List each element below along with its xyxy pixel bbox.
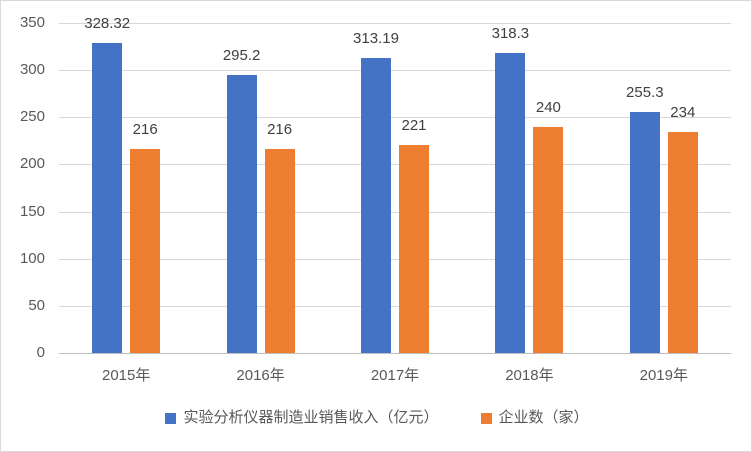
gridline-y-150 — [59, 211, 731, 213]
bar-series-1-2015年 — [130, 149, 161, 353]
y-axis-tick-label-100: 100 — [19, 249, 45, 267]
bar-series-0-2016年 — [226, 74, 257, 353]
bar-series-0-2018年 — [495, 52, 526, 353]
bar-series-1-2017年 — [399, 144, 429, 353]
gridline-y-50 — [59, 305, 731, 307]
value-label-series-1-2015年: 216 — [132, 121, 158, 139]
legend-label-company-count: 企业数（家） — [498, 409, 589, 426]
legend-item-company-count: 企业数（家） — [480, 408, 589, 428]
x-axis-line — [59, 353, 731, 354]
y-axis-tick-label-150: 150 — [19, 202, 45, 220]
value-label-series-0-2017年: 313.19 — [353, 29, 399, 47]
chart-legend: 实验分析仪器制造业销售收入（亿元） 企业数（家） — [1, 408, 751, 428]
company-count-legend-swatch-icon — [480, 412, 492, 424]
value-label-series-0-2019年: 255.3 — [626, 84, 664, 102]
bar-series-1-2016年 — [264, 149, 295, 353]
y-axis-tick-label-0: 0 — [36, 344, 45, 361]
legend-label-sales-revenue: 实验分析仪器制造业销售收入（亿元） — [183, 409, 439, 426]
value-label-series-1-2018年: 240 — [535, 98, 561, 116]
value-label-series-1-2019年: 234 — [670, 104, 696, 122]
value-label-series-0-2018年: 318.3 — [491, 24, 530, 42]
y-axis-tick-label-200: 200 — [19, 155, 45, 173]
legend-item-sales-revenue: 实验分析仪器制造业销售收入（亿元） — [165, 408, 439, 428]
y-axis-tick-label-250: 250 — [19, 108, 45, 126]
x-axis-tick-label-2019年: 2019年 — [639, 367, 688, 384]
x-axis-tick-label-2016年: 2016年 — [236, 367, 285, 384]
value-label-series-0-2016年: 295.2 — [222, 46, 261, 64]
gridline-y-350 — [59, 23, 731, 24]
value-label-series-1-2016年: 216 — [267, 121, 293, 139]
sales-revenue-legend-swatch-icon — [165, 412, 177, 424]
bar-series-1-2019年 — [667, 132, 698, 353]
bar-series-0-2017年 — [361, 57, 391, 353]
value-label-series-1-2017年: 221 — [401, 116, 427, 134]
y-axis-tick-label-300: 300 — [19, 61, 45, 79]
x-axis-tick-label-2017年: 2017年 — [370, 367, 420, 384]
gridline-y-100 — [59, 258, 731, 260]
bar-series-1-2018年 — [533, 126, 564, 353]
x-axis-tick-label-2015年: 2015年 — [102, 367, 151, 384]
gridline-y-300 — [59, 70, 731, 72]
bar-series-0-2015年 — [92, 43, 123, 353]
gridline-y-200 — [59, 164, 731, 166]
y-axis-tick-label-350: 350 — [19, 14, 45, 31]
gridline-y-250 — [59, 117, 731, 119]
value-label-series-0-2015年: 328.32 — [84, 15, 131, 33]
bar-series-0-2019年 — [629, 112, 660, 353]
y-axis-tick-label-50: 50 — [28, 296, 45, 314]
x-axis-tick-label-2018年: 2018年 — [505, 367, 554, 384]
